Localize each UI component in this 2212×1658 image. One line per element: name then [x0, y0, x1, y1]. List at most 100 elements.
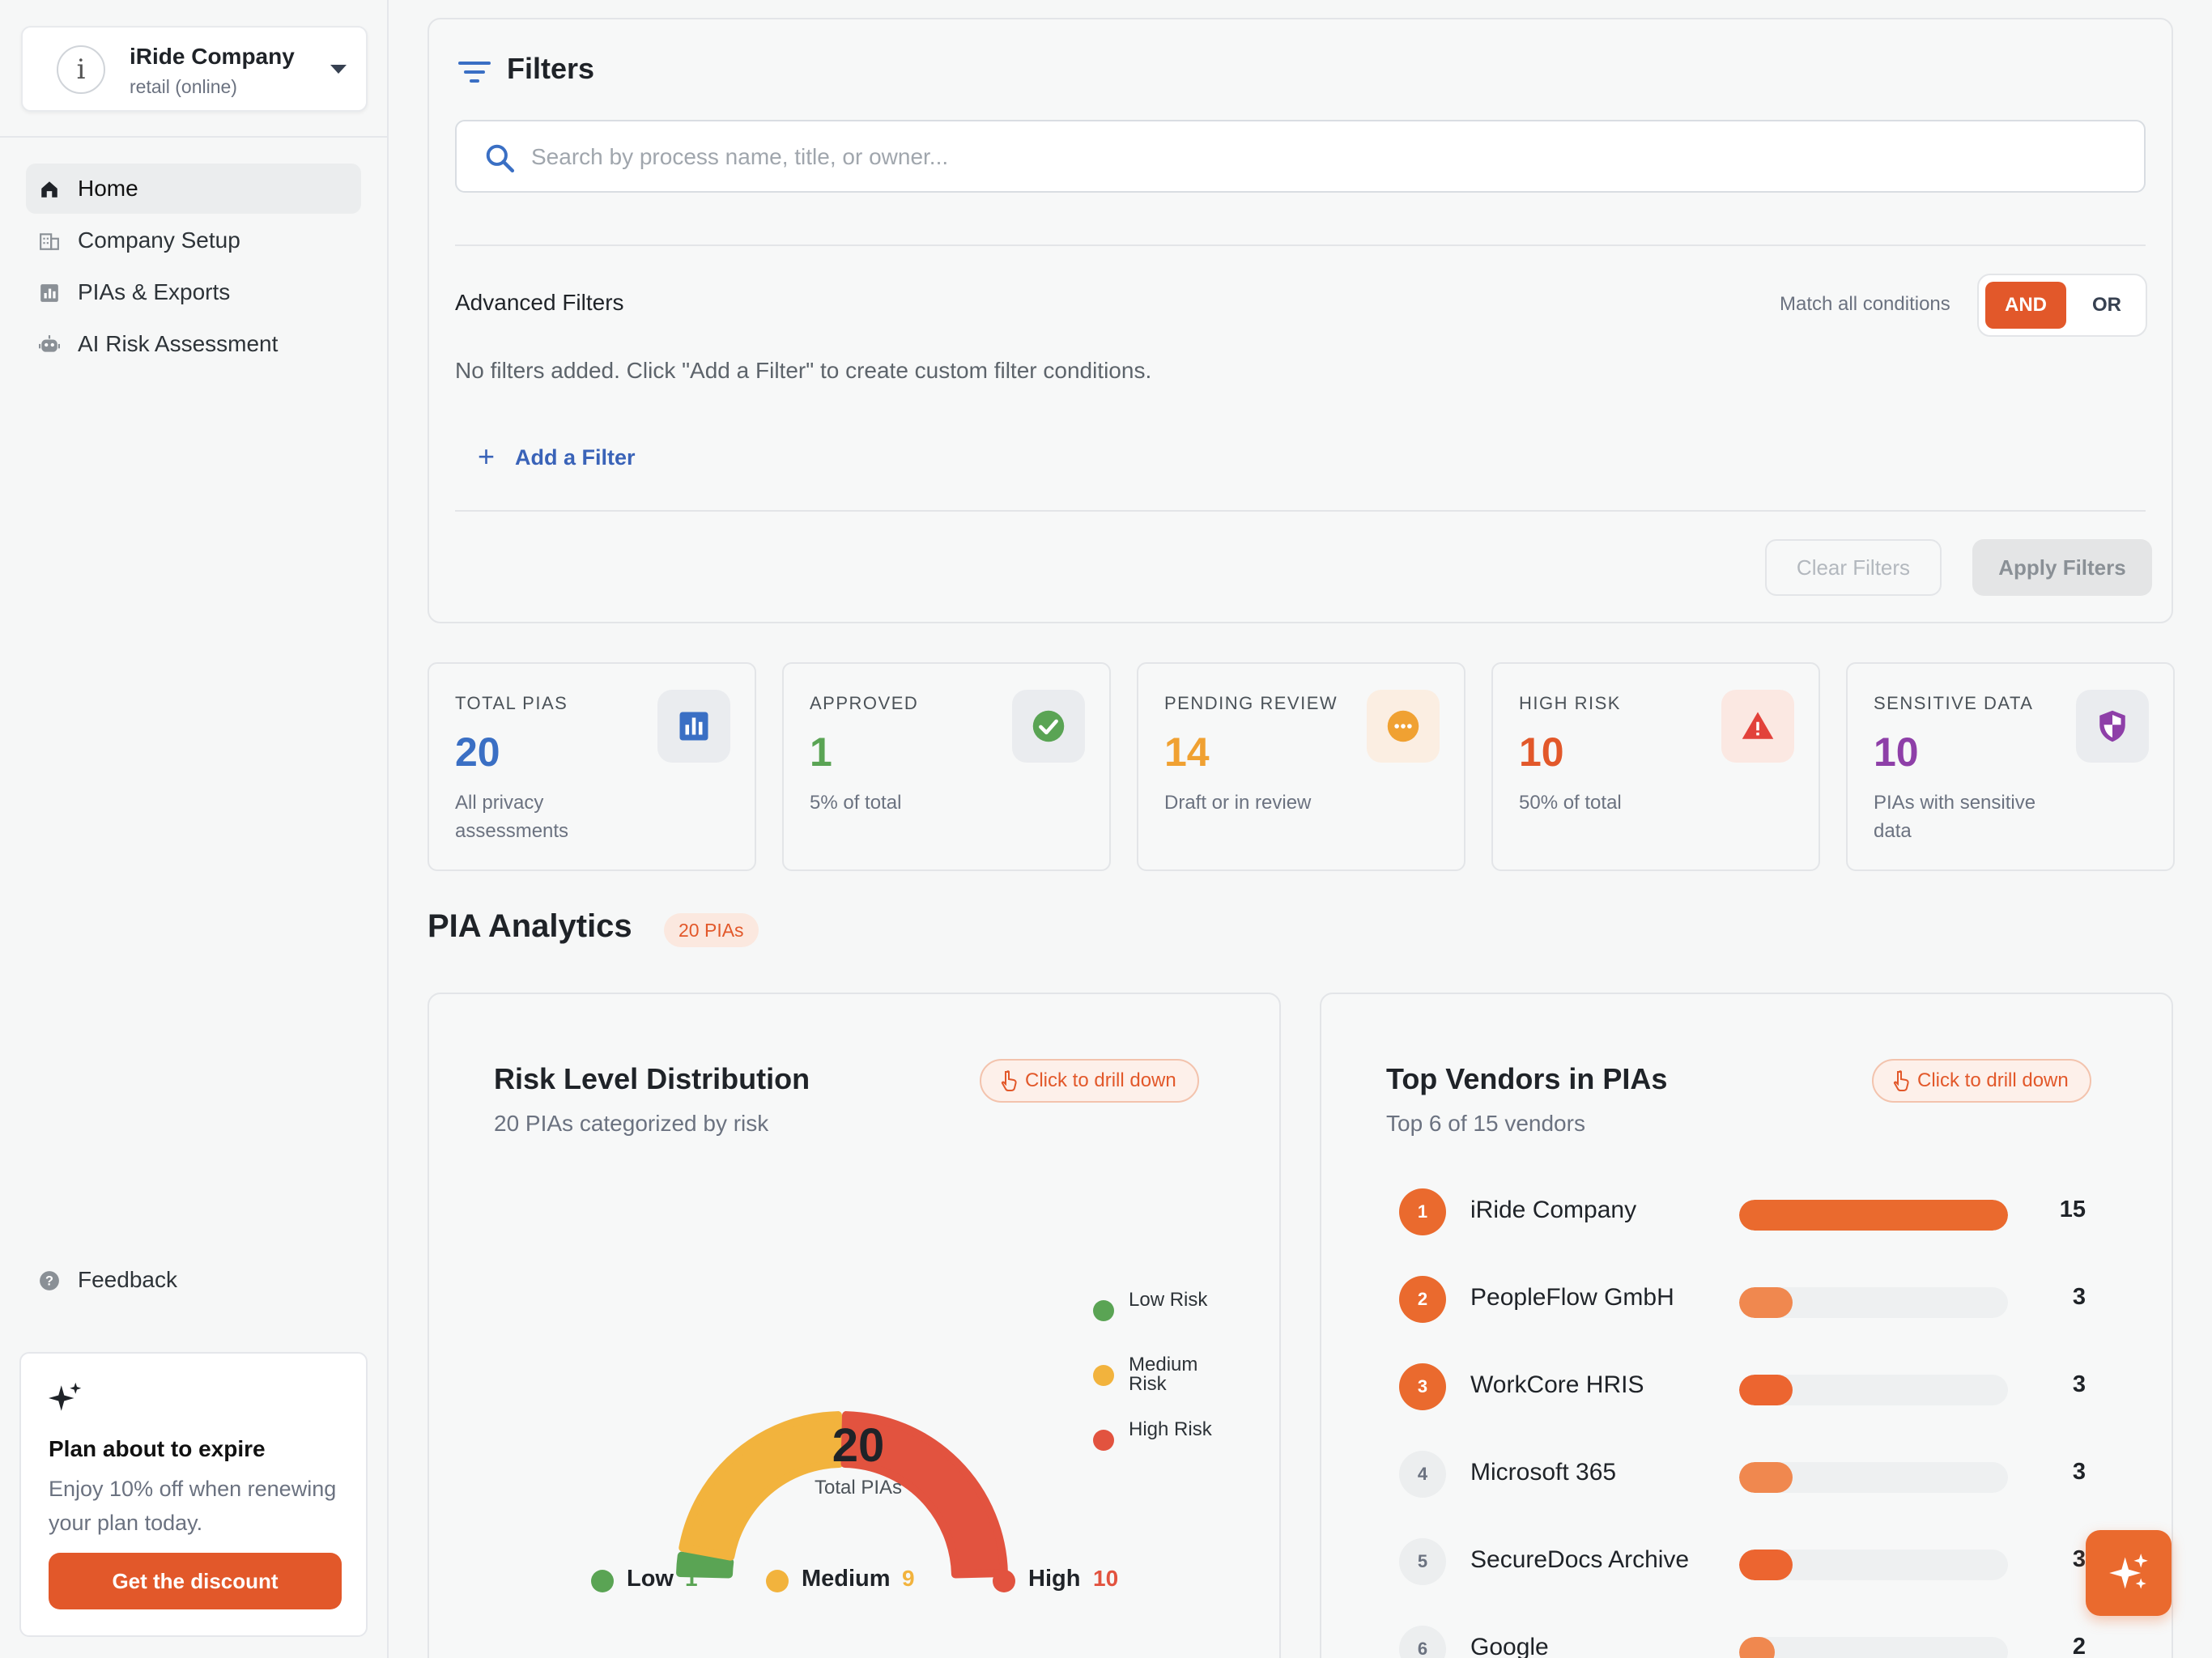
legend-dot: [993, 1570, 1015, 1592]
stat-card-approved[interactable]: APPROVED 1 5% of total: [782, 662, 1111, 871]
legend-dot: [1093, 1300, 1114, 1321]
apply-filters-button[interactable]: Apply Filters: [1972, 539, 2152, 596]
match-mode-toggle: AND OR: [1977, 274, 2147, 337]
sidebar-item-label: AI Risk Assessment: [78, 331, 279, 356]
pia-count-badge: 20 PIAs: [664, 913, 759, 947]
stat-value: 1: [810, 729, 832, 775]
vendor-name: WorkCore HRIS: [1470, 1371, 1644, 1398]
drill-down-button[interactable]: Click to drill down: [1872, 1059, 2091, 1103]
legend-label: Low Risk: [1129, 1289, 1208, 1311]
vendors-chart-subtitle: Top 6 of 15 vendors: [1386, 1111, 1585, 1136]
warning-icon: [1742, 712, 1774, 739]
vendor-row[interactable]: 1 iRide Company 15: [1399, 1180, 2128, 1268]
vendor-name: Microsoft 365: [1470, 1459, 1617, 1486]
company-avatar: i: [57, 45, 105, 94]
risk-distribution-card[interactable]: Risk Level Distribution 20 PIAs categori…: [428, 993, 1281, 1658]
vendor-bar: [1739, 1375, 1793, 1405]
sidebar-item-company-setup[interactable]: Company Setup: [26, 215, 361, 266]
stat-icon-box: [657, 690, 730, 763]
help-circle-icon: ?: [40, 1271, 59, 1290]
add-filter-label: Add a Filter: [515, 445, 636, 470]
company-switcher[interactable]: i iRide Company retail (online): [21, 26, 368, 112]
risk-side-legend: Low Risk Medium Risk High Risk: [1093, 1290, 1223, 1485]
gauge-segment-low[interactable]: [676, 1551, 734, 1579]
risk-chart-title: Risk Level Distribution: [494, 1062, 810, 1095]
vendor-row[interactable]: 5 SecureDocs Archive 3: [1399, 1530, 2128, 1618]
sidebar-item-feedback[interactable]: ? Feedback: [26, 1255, 361, 1305]
company-name: iRide Company: [130, 44, 295, 69]
drill-down-label: Click to drill down: [1025, 1069, 1176, 1091]
stat-subtext: PIAs with sensitive data: [1874, 792, 2036, 842]
stat-label: SENSITIVE DATA: [1874, 693, 2034, 713]
legend-label: Medium Risk: [1129, 1354, 1198, 1395]
vendor-count: 3: [2072, 1459, 2086, 1485]
vendor-bar: [1739, 1637, 1775, 1658]
sidebar-item-pias-exports[interactable]: PIAs & Exports: [26, 267, 361, 317]
vendor-bar-track: [1739, 1375, 2008, 1405]
stat-icon-box: [1012, 690, 1085, 763]
robot-icon: [39, 335, 60, 352]
vendor-rank: 4: [1399, 1451, 1446, 1498]
plan-title: Plan about to expire: [49, 1436, 266, 1461]
stat-subtext: 50% of total: [1519, 792, 1622, 814]
vendor-bar-track: [1739, 1550, 2008, 1580]
vendor-row[interactable]: 6 Google 2: [1399, 1618, 2128, 1658]
vendor-bar-track: [1739, 1462, 2008, 1493]
or-toggle-button[interactable]: OR: [2073, 282, 2141, 329]
and-toggle-button[interactable]: AND: [1985, 282, 2066, 329]
filters-title: Filters: [507, 52, 595, 85]
stat-card-high-risk[interactable]: HIGH RISK 10 50% of total: [1491, 662, 1820, 871]
search-icon: [486, 144, 515, 173]
vendor-name: PeopleFlow GmbH: [1470, 1284, 1674, 1311]
get-discount-button[interactable]: Get the discount: [49, 1553, 342, 1609]
sidebar-item-home[interactable]: Home: [26, 164, 361, 214]
vendor-name: SecureDocs Archive: [1470, 1546, 1690, 1573]
analytics-title: PIA Analytics: [428, 908, 632, 944]
stat-icon-box: [2076, 690, 2149, 763]
drill-down-button[interactable]: Click to drill down: [980, 1059, 1199, 1103]
vendor-row[interactable]: 4 Microsoft 365 3: [1399, 1443, 2128, 1530]
vendor-row[interactable]: 2 PeopleFlow GmbH 3: [1399, 1268, 2128, 1355]
vendor-bar-track: [1739, 1287, 2008, 1318]
vendor-list: 1 iRide Company 15 2 PeopleFlow GmbH 3 3…: [1399, 1180, 2128, 1658]
filter-icon: [458, 62, 491, 83]
svg-text:?: ?: [45, 1273, 53, 1288]
vendor-bar: [1739, 1550, 1793, 1580]
pointer-hand-icon: [1893, 1070, 1909, 1091]
risk-level-count: 9: [902, 1566, 915, 1591]
stat-label: PENDING REVIEW: [1164, 693, 1338, 713]
sidebar-item-label: Home: [78, 176, 138, 201]
vendor-row[interactable]: 3 WorkCore HRIS 3: [1399, 1355, 2128, 1443]
risk-level-label: Low: [627, 1566, 674, 1592]
legend-dot: [766, 1570, 789, 1592]
stat-card-sensitive-data[interactable]: SENSITIVE DATA 10 PIAs with sensitive da…: [1846, 662, 2175, 871]
sidebar-item-ai-risk[interactable]: AI Risk Assessment: [26, 319, 361, 369]
building-icon: [40, 233, 59, 250]
home-icon: [41, 181, 57, 198]
gauge-caption: Total PIAs: [814, 1477, 903, 1499]
risk-level-count: 10: [1093, 1566, 1119, 1591]
top-vendors-card[interactable]: Top Vendors in PIAs Top 6 of 15 vendors …: [1320, 993, 2173, 1658]
clear-filters-button[interactable]: Clear Filters: [1765, 539, 1942, 596]
stat-card-total-pias[interactable]: TOTAL PIAS 20 All privacy assessments: [428, 662, 756, 871]
match-conditions-label: Match all conditions: [1780, 293, 1950, 315]
gauge-segment-medium[interactable]: [678, 1411, 844, 1561]
risk-gauge-chart[interactable]: [672, 1286, 1012, 1658]
vendor-rank: 1: [1399, 1188, 1446, 1235]
vendor-bar: [1739, 1200, 2008, 1231]
risk-count-legend: Low 1 Medium 9 High 10: [591, 1559, 1158, 1600]
stat-value: 10: [1874, 729, 1919, 775]
plan-expiry-card: Plan about to expire Enjoy 10% off when …: [19, 1352, 368, 1637]
chevron-down-icon[interactable]: [330, 65, 347, 74]
pointer-hand-icon: [1001, 1070, 1017, 1091]
no-filters-message: No filters added. Click "Add a Filter" t…: [455, 358, 1152, 383]
vendor-bar-track: [1739, 1200, 2008, 1231]
risk-level-label: Medium: [802, 1566, 891, 1592]
advanced-filters-title: Advanced Filters: [455, 290, 624, 315]
stat-card-pending-review[interactable]: PENDING REVIEW 14 Draft or in review: [1137, 662, 1465, 871]
vendor-bar-track: [1739, 1637, 2008, 1658]
ai-assistant-button[interactable]: [2086, 1530, 2172, 1616]
vendor-bar: [1739, 1287, 1793, 1318]
search-input[interactable]: [531, 138, 2118, 176]
vendor-count: 2: [2072, 1634, 2086, 1658]
